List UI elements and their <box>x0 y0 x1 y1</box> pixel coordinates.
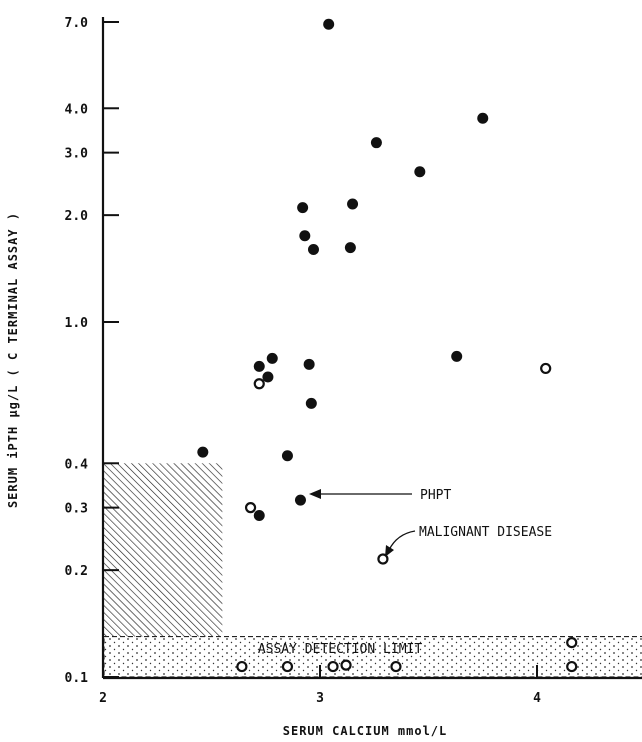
open-data-point <box>540 362 552 375</box>
filled-data-point <box>297 202 309 214</box>
open-data-point <box>236 660 248 673</box>
open-data-point <box>566 660 578 673</box>
y-tick-label: 4.0 <box>65 102 89 117</box>
detection-limit-label: ASSAY DETECTION LIMIT <box>258 642 423 657</box>
data-points <box>197 18 578 673</box>
y-tick-label: 3.0 <box>65 147 89 162</box>
filled-data-point <box>477 112 489 124</box>
y-tick-label: 2.0 <box>65 209 89 224</box>
x-tick-label: 2 <box>99 691 107 706</box>
filled-data-point <box>344 242 356 254</box>
filled-data-point <box>370 137 382 149</box>
x-tick-label: 3 <box>316 691 324 706</box>
y-axis-label: SERUM iPTH μg/L ( C TERMINAL ASSAY ) <box>6 212 20 508</box>
open-data-point <box>244 502 257 514</box>
filled-data-point <box>299 230 311 242</box>
open-data-point <box>340 659 352 671</box>
malignant-label: MALIGNANT DISEASE <box>419 525 552 540</box>
y-tick-label: 0.2 <box>65 564 88 579</box>
filled-data-point <box>307 244 319 256</box>
open-data-point <box>281 660 294 673</box>
y-tick-label: 0.4 <box>65 457 89 472</box>
filled-data-point <box>305 397 317 409</box>
x-tick-label: 4 <box>533 691 541 706</box>
x-axis-label: SERUM CALCIUM mmol/L <box>283 724 448 738</box>
open-data-point <box>327 660 339 673</box>
x-ticks: 2 3 4 <box>99 665 541 706</box>
y-tick-label: 0.1 <box>65 671 89 686</box>
filled-data-point <box>451 350 463 362</box>
y-ticks: 0.1 0.2 0.3 0.4 1.0 2.0 3.0 4.0 7.0 <box>65 16 119 686</box>
open-data-point <box>377 553 389 565</box>
open-data-point <box>253 378 265 390</box>
open-data-point <box>390 660 402 673</box>
filled-data-point <box>303 358 315 370</box>
filled-data-point <box>323 18 335 30</box>
phpt-annotation: PHPT <box>309 488 451 503</box>
malignant-annotation: MALIGNANT DISEASE <box>385 525 552 557</box>
filled-data-point <box>262 371 274 383</box>
filled-data-point <box>281 450 293 462</box>
filled-data-point <box>294 494 306 506</box>
filled-data-point <box>253 360 265 372</box>
filled-data-point <box>266 352 278 364</box>
filled-data-point <box>414 166 426 178</box>
filled-data-point <box>197 446 209 458</box>
open-data-point <box>566 636 578 649</box>
y-tick-label: 1.0 <box>65 316 89 331</box>
y-tick-label: 0.3 <box>65 502 88 517</box>
normal-range-region <box>104 463 223 637</box>
filled-data-point <box>347 198 359 210</box>
filled-data-point <box>253 510 265 522</box>
phpt-label: PHPT <box>420 488 451 503</box>
y-tick-label: 7.0 <box>65 16 89 31</box>
